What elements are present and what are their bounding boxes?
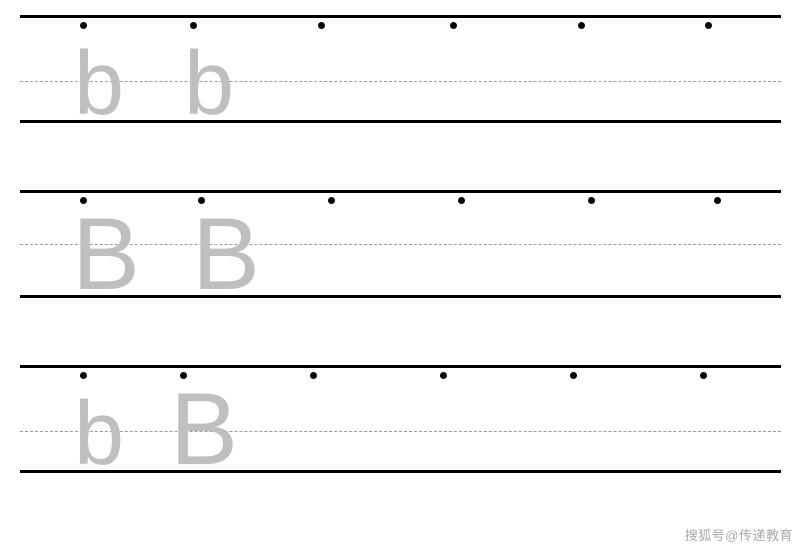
start-dot <box>80 372 87 379</box>
start-dot <box>705 22 712 29</box>
top-rule-line <box>20 15 781 18</box>
start-dot <box>440 372 447 379</box>
trace-letter: B <box>192 203 260 305</box>
writing-row: BB <box>20 190 781 295</box>
start-dot <box>80 22 87 29</box>
start-dot <box>310 372 317 379</box>
writing-row: bb <box>20 15 781 120</box>
start-dot <box>588 197 595 204</box>
trace-letter: b <box>74 39 124 129</box>
start-dot <box>578 22 585 29</box>
start-dot <box>700 372 707 379</box>
mid-dashed-line <box>20 81 781 82</box>
trace-letter: B <box>72 203 140 305</box>
trace-letter: b <box>74 389 124 479</box>
trace-letter: B <box>170 378 238 480</box>
start-dot <box>714 197 721 204</box>
mid-dashed-line <box>20 431 781 432</box>
start-dot <box>458 197 465 204</box>
start-dot <box>198 197 205 204</box>
writing-row: bB <box>20 365 781 470</box>
top-rule-line <box>20 190 781 193</box>
start-dot <box>318 22 325 29</box>
start-dot <box>328 197 335 204</box>
handwriting-worksheet: bbBBbB <box>20 15 781 540</box>
bottom-rule-line <box>20 120 781 123</box>
bottom-rule-line <box>20 470 781 473</box>
start-dot <box>190 22 197 29</box>
trace-letter: b <box>184 39 234 129</box>
start-dot <box>450 22 457 29</box>
start-dot <box>570 372 577 379</box>
watermark-text: 搜狐号@传递教育 <box>685 525 793 544</box>
top-rule-line <box>20 365 781 368</box>
start-dot <box>80 197 87 204</box>
start-dot <box>180 372 187 379</box>
